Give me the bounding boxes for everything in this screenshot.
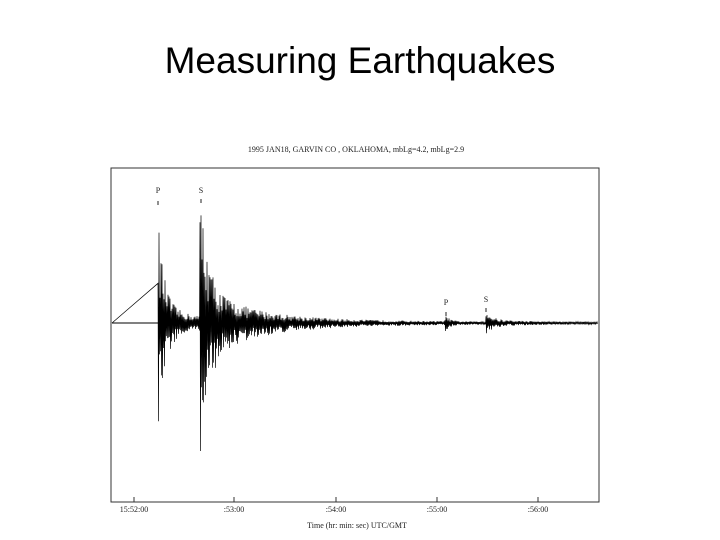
phase-label: P xyxy=(444,298,449,307)
slide-title: Measuring Earthquakes xyxy=(164,40,556,81)
x-axis-label: Time (hr: min: sec) UTC/GMT xyxy=(307,521,407,530)
phase-label: S xyxy=(199,186,203,195)
trace xyxy=(111,215,598,452)
plot-frame xyxy=(110,167,600,503)
x-tick-label: :53:00 xyxy=(224,505,244,514)
x-tick-label: :56:00 xyxy=(528,505,548,514)
x-tick-label: :54:00 xyxy=(326,505,346,514)
phase-label: P xyxy=(156,186,161,195)
x-tick-label: 15:52:00 xyxy=(120,505,148,514)
phase-label: S xyxy=(484,295,488,304)
x-tick-label: :55:00 xyxy=(427,505,447,514)
waveform xyxy=(111,215,598,452)
figure-caption: 1995 JAN18, GARVIN CO , OKLAHOMA, mbLg=4… xyxy=(248,145,464,154)
